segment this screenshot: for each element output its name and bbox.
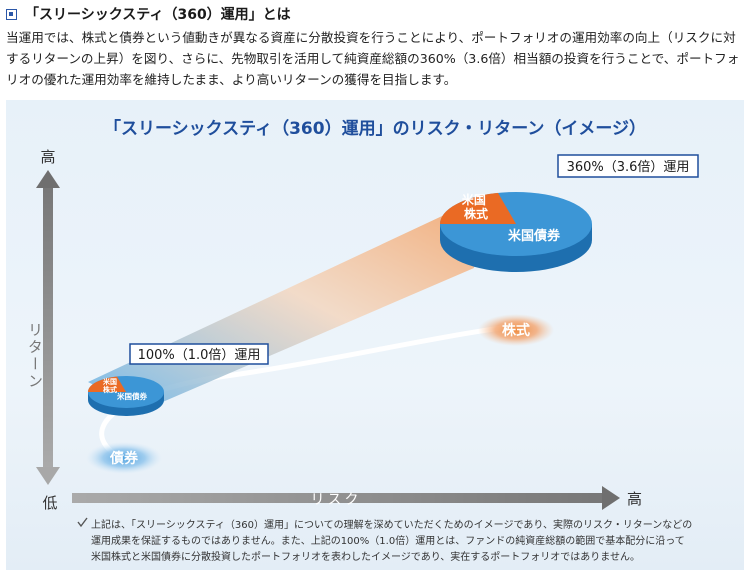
portfolio-360-pie: 米国 株式 米国債券 [440, 192, 592, 272]
stock-label: 株式 [502, 322, 530, 339]
section-title: 「スリーシックスティ（360）運用」とは [25, 7, 291, 23]
note-line-2: 運用成果を保証するものではありません。また、上記の100%（1.0倍）運用とは、… [91, 534, 685, 547]
y-axis-bar [43, 184, 53, 470]
pie-360-bond-label: 米国債券 [508, 228, 561, 244]
efficient-frontier-curve [99, 323, 519, 459]
diagram-note: 上記は、「スリーシックスティ（360）運用」についての理解を深めていただくための… [77, 517, 692, 563]
bond-glow [86, 442, 162, 474]
y-axis-low-label: 低 [42, 494, 57, 512]
pie-100-stock-label: 米国 株式 [102, 377, 119, 394]
risk-return-diagram: 「スリーシックスティ（360）運用」のリスク・リターン（イメージ） 高 リターン… [26, 118, 699, 563]
pie-360-stock-label: 米国 株式 [462, 192, 490, 221]
portfolio-360-label: 360%（3.6倍）運用 [567, 160, 690, 175]
note-line-1: 上記は、「スリーシックスティ（360）運用」についての理解を深めていただくための… [91, 518, 692, 531]
y-axis-arrow-up [36, 170, 60, 188]
check-icon [77, 517, 88, 528]
stock-point: 株式 [478, 314, 554, 346]
portfolio-100-label: 100%（1.0倍）運用 [138, 348, 261, 363]
y-axis-high-label: 高 [40, 148, 55, 166]
pie-100-bond-label: 米国債券 [117, 391, 147, 401]
diagram-title: 「スリーシックスティ（360）運用」のリスク・リターン（イメージ） [104, 118, 646, 139]
y-axis: 高 リターン 低 [26, 148, 60, 512]
square-bullet-icon [6, 8, 17, 20]
stock-glow [478, 314, 554, 346]
bond-point: 債券 [86, 442, 162, 474]
portfolio-100-label-box [129, 343, 269, 365]
note-line-3: 米国株式と米国債券に分散投資したポートフォリオを表わしたイメージであり、実在する… [91, 550, 640, 563]
intro-paragraph: 当運用では、株式と債券という値動きが異なる資産に分散投資を行うことにより、ポート… [6, 30, 740, 87]
pie-360-stock-slice [440, 192, 516, 224]
x-axis: リスク 高 [72, 486, 642, 510]
y-axis-label: リターン [26, 322, 44, 390]
y-axis-arrow-down [36, 467, 60, 485]
x-axis-high-label: 高 [627, 490, 642, 508]
x-axis-arrow-right [602, 486, 620, 510]
portfolio-360-label-box [557, 154, 699, 178]
section-heading: 「スリーシックスティ（360）運用」とは [6, 4, 291, 24]
x-axis-bar [72, 493, 606, 503]
diagram-panel: 「スリーシックスティ（360）運用」のリスク・リターン（イメージ） 高 リターン… [6, 100, 744, 570]
portfolio-100-pie: 米国 株式 米国債券 [88, 376, 164, 416]
x-axis-label: リスク [311, 492, 362, 508]
pie-100-stock-slice [88, 376, 126, 392]
bond-label: 債券 [109, 450, 139, 467]
